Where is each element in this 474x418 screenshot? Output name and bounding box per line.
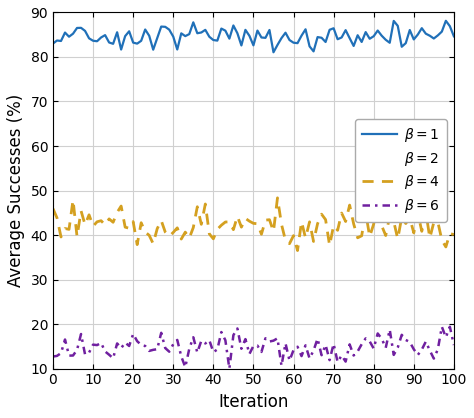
$\beta=2$ [50, 85, 56, 90]
$\beta=4$ [150, 241, 156, 246]
$\beta=1$ [335, 37, 340, 42]
Line: $\beta=6$: $\beta=6$ [53, 327, 454, 369]
$\beta=4$ [339, 211, 345, 216]
Y-axis label: Average Successes (%): Average Successes (%) [7, 94, 25, 287]
$\beta=4$ [235, 214, 240, 219]
$\beta=6$ [295, 344, 301, 349]
$\beta=2$ [78, 90, 84, 95]
$\beta=6$ [227, 366, 232, 371]
Line: $\beta=4$: $\beta=4$ [53, 198, 454, 250]
$\beta=1$ [150, 47, 156, 52]
$\beta=6$ [451, 343, 457, 348]
X-axis label: Iteration: Iteration [218, 393, 289, 411]
$\beta=1$ [235, 31, 240, 36]
$\beta=1$ [78, 25, 84, 31]
$\beta=1$ [295, 41, 301, 46]
$\beta=1$ [355, 33, 361, 38]
$\beta=2$ [238, 71, 244, 76]
$\beta=4$ [78, 208, 84, 213]
$\beta=6$ [238, 346, 244, 351]
$\beta=1$ [271, 50, 276, 55]
$\beta=6$ [50, 354, 56, 359]
$\beta=6$ [78, 331, 84, 336]
$\beta=4$ [359, 233, 365, 238]
$\beta=1$ [443, 18, 449, 23]
$\beta=4$ [274, 195, 280, 200]
$\beta=6$ [150, 347, 156, 352]
Line: $\beta=1$: $\beta=1$ [53, 21, 454, 52]
$\beta=6$ [355, 349, 361, 354]
Line: $\beta=2$: $\beta=2$ [53, 59, 454, 113]
$\beta=2$ [295, 72, 301, 77]
$\beta=2$ [335, 80, 340, 85]
$\beta=4$ [299, 219, 304, 224]
$\beta=2$ [150, 106, 156, 111]
$\beta=4$ [295, 248, 301, 253]
$\beta=4$ [451, 232, 457, 237]
$\beta=6$ [335, 359, 340, 364]
$\beta=1$ [451, 34, 457, 39]
$\beta=2$ [222, 110, 228, 115]
$\beta=2$ [355, 81, 361, 86]
$\beta=6$ [447, 324, 453, 329]
$\beta=4$ [50, 206, 56, 211]
Legend: $\beta=1$, $\beta=2$, $\beta=4$, $\beta=6$: $\beta=1$, $\beta=2$, $\beta=4$, $\beta=… [356, 119, 447, 222]
$\beta=1$ [50, 41, 56, 46]
$\beta=2$ [451, 57, 457, 62]
